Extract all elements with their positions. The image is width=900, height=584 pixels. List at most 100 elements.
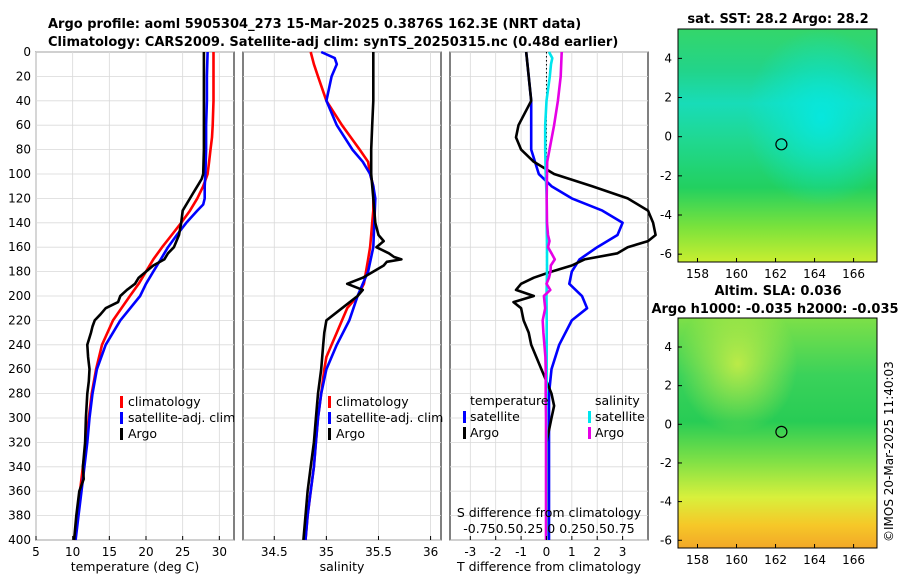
depth-tick-label: 220 <box>8 313 31 327</box>
x-tick-label: -2 <box>490 545 502 559</box>
legend-t-satellite-swatch <box>463 411 466 423</box>
x-tick-label: 35.5 <box>365 545 392 559</box>
title-line1: Argo profile: aoml 5905304_273 15-Mar-20… <box>48 17 581 32</box>
difference-panel: -3 -2 -1 0 1 2 3 T difference from climatology… <box>449 51 657 574</box>
series-line-satellite-adj-clim <box>304 50 377 541</box>
lon-tick-label: 160 <box>725 553 748 567</box>
s-difference-ticks: -0.750.50.25 0 0.250.50.75 <box>463 521 635 536</box>
depth-tick-label: 40 <box>16 94 31 108</box>
series-line-t-argo <box>512 51 657 540</box>
difference-legend: temperature satellite Argo salinity sate… <box>463 393 645 440</box>
sal-legend-argo-swatch <box>328 428 331 440</box>
depth-tick-label: 60 <box>16 118 31 132</box>
sla-high-region <box>678 318 877 548</box>
title-line2: Climatology: CARS2009. Satellite-adj cli… <box>48 35 618 50</box>
legend-climatology-swatch <box>120 396 123 408</box>
temperature-panel: 5 10 15 20 25 3002040608010012014016018020022… <box>8 45 235 574</box>
sla-map-title: Altim. SLA: 0.036 <box>715 284 842 299</box>
x-tick-label: -1 <box>515 545 527 559</box>
series-line-satellite-adj-clim <box>74 51 209 541</box>
lat-tick-label: 0 <box>664 417 672 431</box>
x-tick-label: 10 <box>65 545 80 559</box>
x-tick-label: 2 <box>593 545 601 559</box>
lon-tick-label: 158 <box>686 553 709 567</box>
legend-t-satellite-label: satellite <box>470 409 520 424</box>
sst-map-title: sat. SST: 28.2 Argo: 28.2 <box>687 12 868 27</box>
depth-tick-label: 360 <box>8 484 31 498</box>
x-tick-label: 5 <box>32 545 40 559</box>
lon-tick-label: 166 <box>842 553 865 567</box>
sal-legend-argo-label: Argo <box>336 426 365 441</box>
depth-tick-label: 140 <box>8 216 31 230</box>
depth-tick-label: 160 <box>8 240 31 254</box>
x-tick-label: 15 <box>102 545 117 559</box>
legend-satellite-label: satellite-adj. clim <box>128 410 235 425</box>
legend-s-satellite-label: satellite <box>595 409 645 424</box>
legend-s-satellite-swatch <box>588 411 591 423</box>
legend-s-argo-label: Argo <box>595 425 624 440</box>
lon-tick-label: 164 <box>803 553 826 567</box>
lon-tick-label: 164 <box>803 267 826 281</box>
depth-tick-label: 260 <box>8 362 31 376</box>
lat-tick-label: 4 <box>664 340 672 354</box>
sst-map: sat. SST: 28.2 Argo: 28.2 158 160 162 164 16… <box>660 12 878 281</box>
sst-argo-marker <box>775 138 788 151</box>
x-tick-label: 36 <box>423 545 438 559</box>
series-line-argo <box>302 52 403 541</box>
depth-tick-label: 120 <box>8 191 31 205</box>
legend-t-argo-swatch <box>463 427 466 439</box>
lat-tick-label: -6 <box>660 247 672 261</box>
legend-argo-label: Argo <box>128 426 157 441</box>
legend-salinity-title: salinity <box>595 393 640 408</box>
s-difference-label: S difference from climatology <box>457 505 642 520</box>
temperature-xlabel: temperature (deg C) <box>71 559 200 574</box>
x-tick-label: 3 <box>619 545 627 559</box>
series-line-argo <box>72 52 206 541</box>
depth-tick-label: 400 <box>8 533 31 547</box>
depth-tick-label: 300 <box>8 411 31 425</box>
sal-legend-climatology-swatch <box>328 396 331 408</box>
x-tick-label: 1 <box>568 545 576 559</box>
series-line-s-argo <box>541 51 563 540</box>
depth-tick-label: 380 <box>8 509 31 523</box>
depth-tick-label: 280 <box>8 387 31 401</box>
sal-legend-satellite-swatch <box>328 412 331 424</box>
sla-argo-marker <box>775 425 788 438</box>
lat-tick-label: -2 <box>660 169 672 183</box>
sst-warm-pool <box>678 29 877 262</box>
legend-temperature-title: temperature <box>470 393 549 408</box>
lon-tick-label: 158 <box>686 267 709 281</box>
imos-footer: ©IMOS 20-Mar-2025 11:40:03 <box>882 361 896 542</box>
lon-tick-label: 166 <box>842 267 865 281</box>
x-tick-label: 30 <box>212 545 227 559</box>
difference-xlabel: T difference from climatology <box>456 559 642 574</box>
x-tick-label: 0 <box>543 545 551 559</box>
depth-tick-label: 240 <box>8 338 31 352</box>
depth-tick-label: 180 <box>8 265 31 279</box>
sal-legend-climatology-label: climatology <box>336 394 409 409</box>
depth-tick-label: 200 <box>8 289 31 303</box>
depth-tick-label: 80 <box>16 143 31 157</box>
legend-s-argo-swatch <box>588 427 591 439</box>
lat-tick-label: 4 <box>664 51 672 65</box>
x-tick-label: 35 <box>319 545 334 559</box>
lat-tick-label: 2 <box>664 379 672 393</box>
sst-map-frame <box>677 28 878 263</box>
depth-tick-label: 340 <box>8 460 31 474</box>
legend-climatology-label: climatology <box>128 394 201 409</box>
depth-tick-label: 20 <box>16 69 31 83</box>
x-tick-label: 25 <box>175 545 190 559</box>
lat-tick-label: 2 <box>664 91 672 105</box>
sla-map-frame <box>677 317 878 549</box>
lat-tick-label: -4 <box>660 208 672 222</box>
depth-tick-label: 0 <box>23 45 31 59</box>
lon-tick-label: 162 <box>764 553 787 567</box>
lon-tick-label: 162 <box>764 267 787 281</box>
sla-map-subtitle: Argo h1000: -0.035 h2000: -0.035 <box>651 302 898 317</box>
salinity-xlabel: salinity <box>320 559 365 574</box>
lat-tick-label: 0 <box>664 130 672 144</box>
x-tick-label: 20 <box>138 545 153 559</box>
salinity-panel: 34.5 35 35.5 36 salinity climatology satell… <box>242 50 443 574</box>
lat-tick-label: -4 <box>660 495 672 509</box>
